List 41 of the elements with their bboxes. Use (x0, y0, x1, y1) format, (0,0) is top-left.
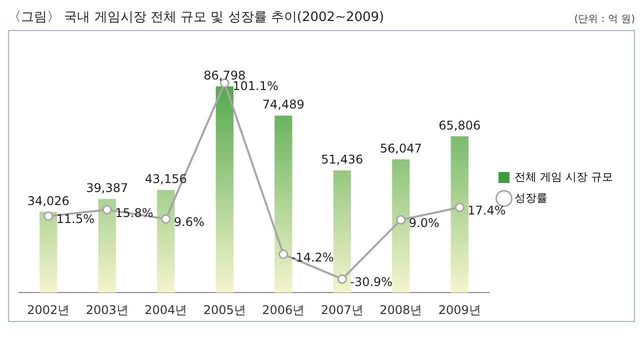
bar (40, 212, 58, 293)
data-label: 74,489 (262, 98, 304, 112)
data-label: 17.4% (468, 203, 506, 218)
x-tick-label: 2004년 (144, 302, 188, 317)
bar (450, 136, 468, 293)
point (454, 202, 464, 212)
data-label: -30.9% (350, 275, 393, 290)
data-label: 51,436 (321, 152, 364, 167)
bar (333, 170, 351, 293)
bar (392, 159, 410, 293)
bar (157, 190, 175, 293)
data-label: 11.5% (56, 212, 94, 226)
x-tick-label: 2007년 (320, 302, 364, 317)
chart-title: 〈그림〉 국내 게임시장 전체 규모 및 성장률 추이(2002~2009) (8, 9, 384, 26)
data-label: 65,806 (438, 118, 481, 132)
x-tick-label: 2009년 (438, 302, 481, 317)
text: (단위 : 억 원) (574, 13, 635, 26)
data-label: 9.6% (174, 215, 204, 230)
point (44, 211, 54, 221)
point (102, 204, 112, 214)
data-label: 43,156 (144, 172, 187, 186)
bar (274, 116, 292, 293)
data-label: 39,387 (86, 181, 128, 196)
data-label: 56,047 (380, 142, 422, 156)
data-label: 9.0% (408, 216, 440, 230)
data-label: 34,026 (27, 194, 70, 208)
legend-label: 성장률 (514, 191, 548, 204)
bar (216, 86, 234, 293)
x-tick-label: 2005년 (203, 302, 246, 317)
point (337, 274, 347, 284)
x-tick-label: 2003년 (86, 302, 128, 317)
x-tick-label: 2008년 (380, 302, 422, 317)
x-tick-label: 2002년 (27, 302, 70, 317)
point (161, 214, 171, 224)
data-label: -14.2% (291, 250, 334, 264)
legend-label: 전체 게임 시장 규모 (514, 170, 614, 184)
point (396, 215, 406, 225)
bar (98, 199, 116, 293)
x-tick-label: 2006년 (262, 302, 305, 317)
data-label: 15.8% (115, 206, 154, 220)
point (278, 250, 288, 260)
